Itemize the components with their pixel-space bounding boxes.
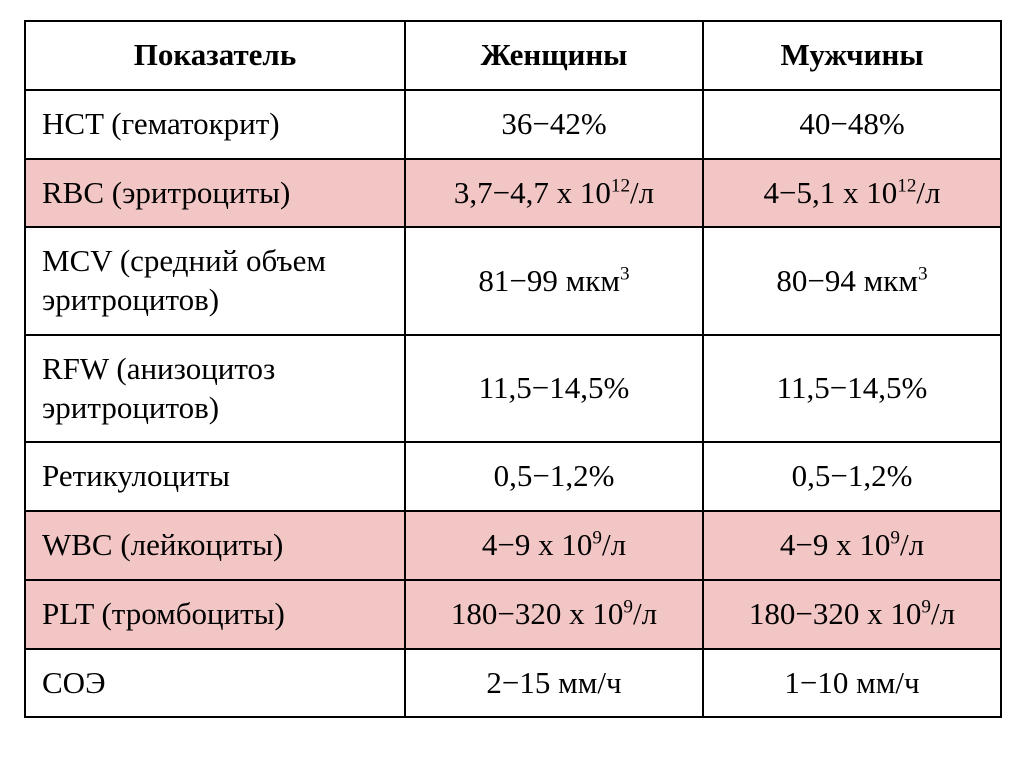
table-row: MCV (средний объем эритроцитов)81−99 мкм… xyxy=(25,227,1001,335)
cell-women: 0,5−1,2% xyxy=(405,442,703,511)
cell-parameter: PLT (тромбоциты) xyxy=(25,580,405,649)
col-header-men: Мужчины xyxy=(703,21,1001,90)
cell-men: 1−10 мм/ч xyxy=(703,649,1001,718)
cell-men: 4−5,1 x 1012/л xyxy=(703,159,1001,228)
cell-parameter: СОЭ xyxy=(25,649,405,718)
table-row: PLT (тромбоциты)180−320 x 109/л180−320 x… xyxy=(25,580,1001,649)
cell-men: 4−9 x 109/л xyxy=(703,511,1001,580)
table-row: RBC (эритроциты)3,7−4,7 x 1012/л4−5,1 x … xyxy=(25,159,1001,228)
table-row: HCT (гематокрит)36−42%40−48% xyxy=(25,90,1001,159)
table-row: RFW (анизоцитоз эритроцитов)11,5−14,5%11… xyxy=(25,335,1001,443)
cell-parameter: WBC (лейкоциты) xyxy=(25,511,405,580)
cell-parameter: Ретикулоциты xyxy=(25,442,405,511)
cell-parameter: RBC (эритроциты) xyxy=(25,159,405,228)
cell-women: 81−99 мкм3 xyxy=(405,227,703,335)
cell-women: 4−9 x 109/л xyxy=(405,511,703,580)
cell-parameter: MCV (средний объем эритроцитов) xyxy=(25,227,405,335)
cell-men: 80−94 мкм3 xyxy=(703,227,1001,335)
cell-women: 2−15 мм/ч xyxy=(405,649,703,718)
table-header-row: Показатель Женщины Мужчины xyxy=(25,21,1001,90)
col-header-women: Женщины xyxy=(405,21,703,90)
cell-men: 11,5−14,5% xyxy=(703,335,1001,443)
cell-men: 180−320 x 109/л xyxy=(703,580,1001,649)
cell-men: 40−48% xyxy=(703,90,1001,159)
page-container: Показатель Женщины Мужчины HCT (гематокр… xyxy=(0,0,1024,738)
cell-parameter: HCT (гематокрит) xyxy=(25,90,405,159)
cell-women: 180−320 x 109/л xyxy=(405,580,703,649)
cell-women: 36−42% xyxy=(405,90,703,159)
cell-parameter: RFW (анизоцитоз эритроцитов) xyxy=(25,335,405,443)
table-row: WBC (лейкоциты)4−9 x 109/л4−9 x 109/л xyxy=(25,511,1001,580)
cell-women: 11,5−14,5% xyxy=(405,335,703,443)
table-row: Ретикулоциты0,5−1,2%0,5−1,2% xyxy=(25,442,1001,511)
blood-parameters-table: Показатель Женщины Мужчины HCT (гематокр… xyxy=(24,20,1002,718)
table-row: СОЭ2−15 мм/ч1−10 мм/ч xyxy=(25,649,1001,718)
table-body: HCT (гематокрит)36−42%40−48%RBC (эритроц… xyxy=(25,90,1001,718)
cell-men: 0,5−1,2% xyxy=(703,442,1001,511)
cell-women: 3,7−4,7 x 1012/л xyxy=(405,159,703,228)
col-header-parameter: Показатель xyxy=(25,21,405,90)
